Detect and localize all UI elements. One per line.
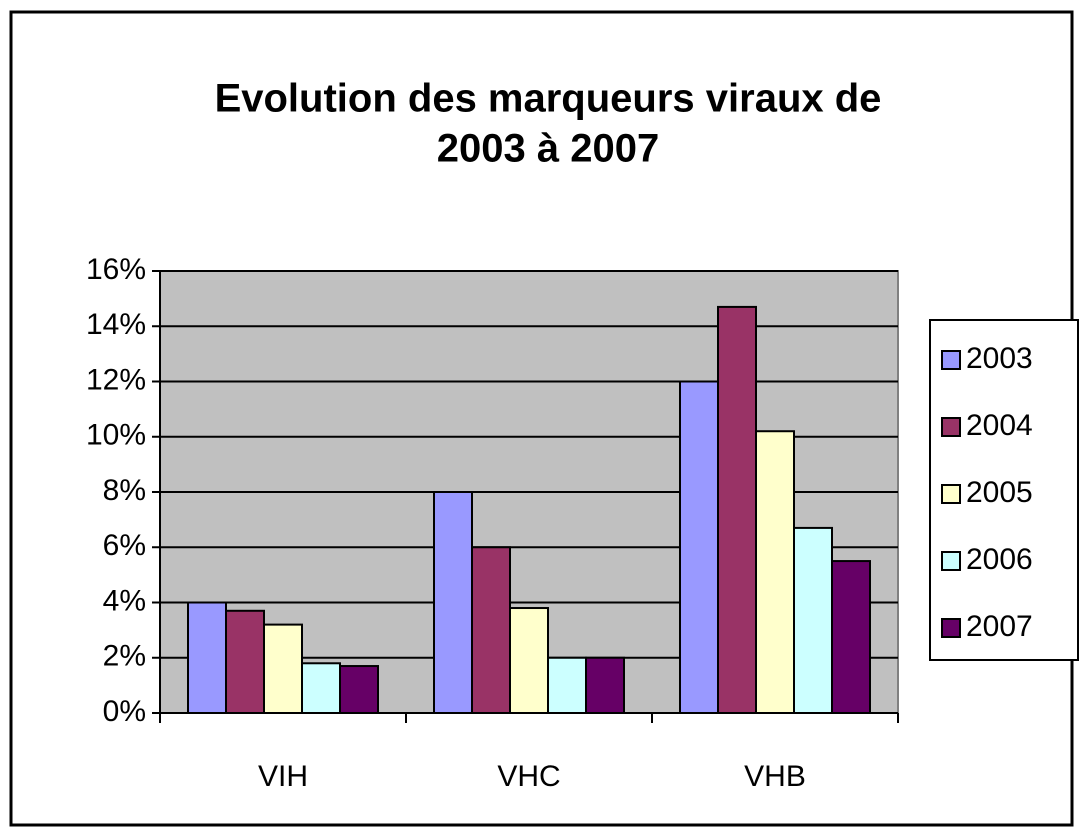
legend-swatch (941, 618, 961, 638)
x-tick-label: VHC (497, 760, 560, 793)
chart-title: 2003 à 2007 (437, 127, 659, 171)
bar (339, 665, 379, 714)
y-tick-label: 16% (86, 253, 146, 286)
x-tick-label: VIH (258, 760, 308, 793)
bar (433, 491, 473, 714)
bar (509, 607, 549, 715)
y-tick-label: 0% (103, 695, 146, 728)
y-tick-label: 10% (86, 419, 146, 452)
bar (831, 560, 871, 714)
bar (679, 380, 719, 714)
legend-swatch (941, 551, 961, 571)
y-tick-label: 14% (86, 308, 146, 341)
y-tick-label: 8% (103, 474, 146, 507)
legend-label: 2006 (966, 543, 1033, 576)
bar (755, 430, 795, 714)
y-tick-label: 6% (103, 529, 146, 562)
legend-label: 2007 (966, 610, 1033, 643)
bar (717, 305, 757, 714)
legend-swatch (941, 484, 961, 504)
bar (225, 609, 265, 714)
bar (585, 656, 625, 714)
y-tick-label: 4% (103, 584, 146, 617)
bar (793, 526, 833, 714)
y-tick-label: 2% (103, 640, 146, 673)
legend-label: 2004 (966, 409, 1033, 442)
legend-swatch (941, 417, 961, 437)
bar (471, 546, 511, 714)
legend-label: 2005 (966, 476, 1033, 509)
chart-title: Evolution des marqueurs viraux de (215, 77, 882, 121)
legend-swatch (941, 350, 961, 370)
x-tick-label: VHB (744, 760, 806, 793)
bar (263, 623, 303, 714)
y-tick-label: 12% (86, 363, 146, 396)
bar (187, 601, 227, 714)
legend-label: 2003 (966, 342, 1033, 375)
bar (301, 662, 341, 715)
bar (547, 656, 587, 714)
